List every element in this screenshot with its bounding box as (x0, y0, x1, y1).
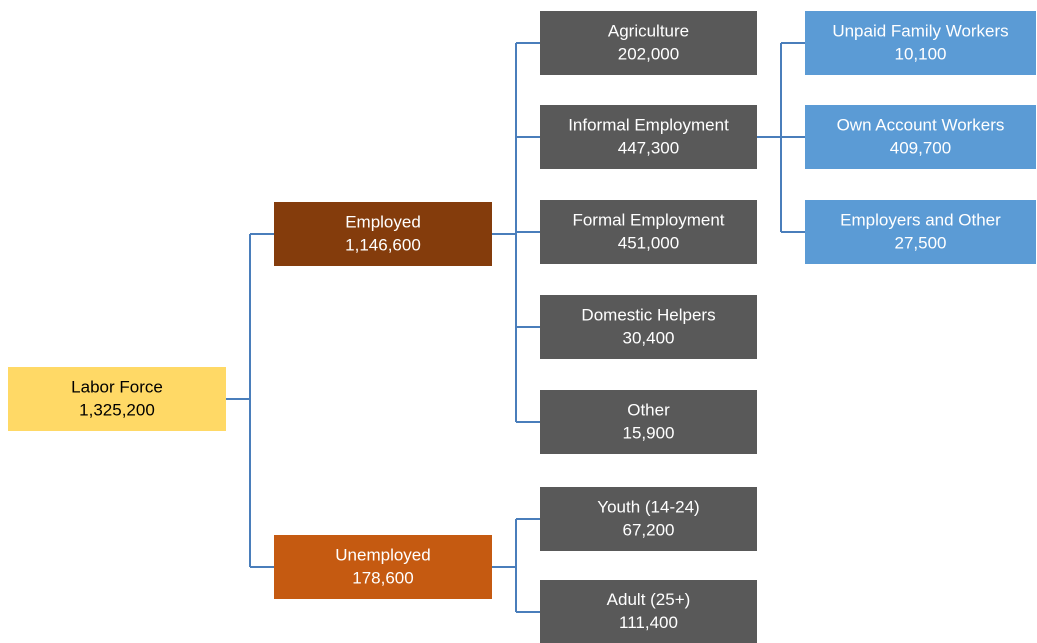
node-box (805, 200, 1036, 264)
node-box (274, 535, 492, 599)
node-label: Own Account Workers (837, 115, 1005, 134)
node: Unpaid Family Workers 10,100 (805, 11, 1036, 75)
node-box (805, 105, 1036, 169)
node-value: 1,146,600 (345, 235, 421, 254)
connector (757, 42, 805, 233)
node-box (540, 105, 757, 169)
node: Employed 1,146,600 (274, 202, 492, 266)
node-label: Unemployed (335, 545, 430, 564)
node: Youth (14-24) 67,200 (540, 487, 757, 551)
node-box (540, 11, 757, 75)
node-box (540, 487, 757, 551)
node: Unemployed 178,600 (274, 535, 492, 599)
node-label: Youth (14-24) (597, 497, 699, 516)
node: Labor Force 1,325,200 (8, 367, 226, 431)
connector (492, 42, 540, 423)
node-label: Informal Employment (568, 115, 729, 134)
node: Own Account Workers 409,700 (805, 105, 1036, 169)
node-label: Domestic Helpers (581, 305, 715, 324)
node: Agriculture 202,000 (540, 11, 757, 75)
node-box (540, 390, 757, 454)
node-value: 111,400 (619, 613, 678, 632)
node-value: 409,700 (890, 138, 951, 157)
node-label: Employers and Other (840, 210, 1001, 229)
node-value: 202,000 (618, 44, 679, 63)
node-label: Labor Force (71, 377, 163, 396)
node-value: 178,600 (352, 568, 413, 587)
node-box (540, 580, 757, 643)
node-box (540, 200, 757, 264)
node-label: Adult (25+) (607, 590, 691, 609)
node-value: 451,000 (618, 233, 679, 252)
node: Informal Employment 447,300 (540, 105, 757, 169)
node-box (274, 202, 492, 266)
node-value: 67,200 (623, 520, 675, 539)
node: Adult (25+) 111,400 (540, 580, 757, 643)
node-label: Employed (345, 212, 421, 231)
node-box (805, 11, 1036, 75)
node-box (540, 295, 757, 359)
node-value: 30,400 (623, 328, 675, 347)
node-box (8, 367, 226, 431)
connector (226, 233, 274, 568)
connector (492, 518, 540, 613)
node-label: Unpaid Family Workers (832, 21, 1008, 40)
node-value: 10,100 (895, 44, 947, 63)
node-label: Other (627, 400, 670, 419)
node: Other 15,900 (540, 390, 757, 454)
node-value: 1,325,200 (79, 400, 155, 419)
node-value: 15,900 (623, 423, 675, 442)
node-value: 27,500 (895, 233, 947, 252)
node-value: 447,300 (618, 138, 679, 157)
node-label: Formal Employment (572, 210, 724, 229)
node: Domestic Helpers 30,400 (540, 295, 757, 359)
node: Formal Employment 451,000 (540, 200, 757, 264)
node: Employers and Other 27,500 (805, 200, 1036, 264)
node-label: Agriculture (608, 21, 689, 40)
connectors (226, 42, 805, 613)
